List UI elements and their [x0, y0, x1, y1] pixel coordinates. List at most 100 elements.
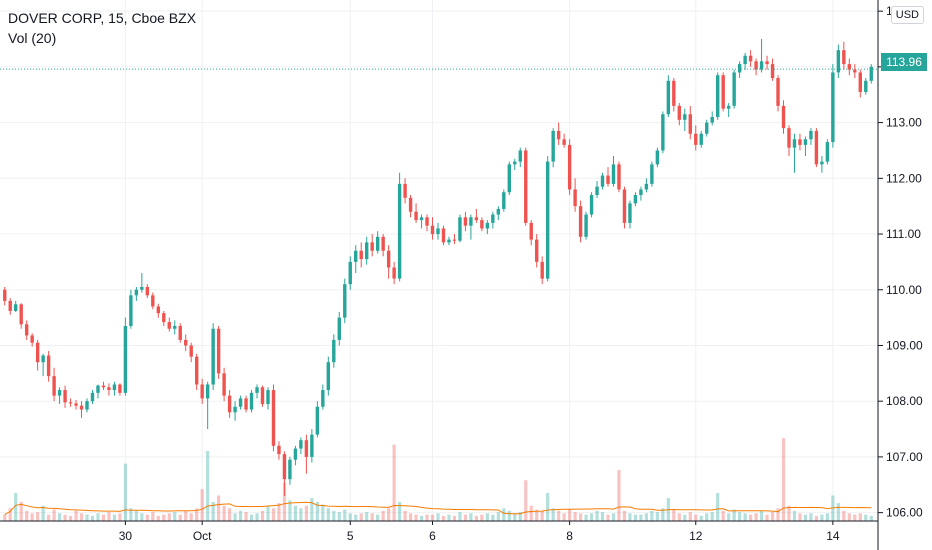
- volume-bar: [496, 512, 500, 521]
- symbol-title[interactable]: DOVER CORP, 15, Cboe BZX: [8, 10, 197, 26]
- volume-bar: [781, 438, 786, 521]
- candle-body: [24, 324, 29, 336]
- volume-bars: [3, 438, 873, 521]
- volume-bar: [809, 513, 813, 521]
- volume-bar: [770, 512, 775, 521]
- volume-bar: [814, 515, 819, 521]
- candle-body: [732, 72, 736, 106]
- volume-bar: [535, 509, 539, 521]
- candle-body: [282, 454, 287, 480]
- candle-body: [162, 313, 166, 323]
- volume-bar: [502, 508, 506, 521]
- candle-body: [200, 384, 204, 399]
- candle-body: [337, 317, 341, 340]
- volume-bar: [869, 515, 873, 521]
- candle-body: [831, 72, 835, 143]
- volume-bar: [354, 514, 358, 521]
- volume-bar: [589, 513, 594, 521]
- time-tick-label: 30: [119, 529, 133, 543]
- currency-label[interactable]: USD: [890, 6, 924, 24]
- volume-bar: [485, 513, 489, 521]
- volume-bar: [189, 513, 193, 521]
- candle-body: [666, 80, 671, 115]
- candle-body: [381, 236, 385, 251]
- candle-body: [3, 289, 7, 301]
- volume-bar: [628, 513, 632, 521]
- candle-body: [85, 401, 89, 410]
- candle-body: [463, 217, 468, 226]
- volume-bar: [57, 513, 62, 521]
- candle-body: [14, 304, 18, 311]
- volume-bar: [425, 514, 429, 521]
- candle-body: [864, 80, 868, 92]
- candle-body: [19, 304, 23, 325]
- volume-bar: [96, 513, 100, 521]
- volume-bar: [430, 514, 435, 521]
- volume-bar: [140, 513, 144, 521]
- time-tick-label: 6: [429, 529, 436, 543]
- volume-bar: [244, 512, 248, 521]
- volume-bar: [694, 514, 698, 521]
- volume-bar: [749, 514, 753, 521]
- candle-body: [540, 261, 544, 279]
- volume-bar: [710, 512, 714, 521]
- volume-bar: [787, 505, 791, 521]
- volume-bar: [184, 510, 188, 521]
- volume-bar: [359, 513, 363, 521]
- candle-body: [244, 398, 248, 410]
- volume-bar: [611, 513, 616, 521]
- time-tick-label: 5: [347, 529, 354, 543]
- time-axis[interactable]: 30 Oct 5 6 8 12 14: [119, 521, 840, 543]
- candle-body: [403, 183, 407, 198]
- volume-bar: [293, 505, 298, 521]
- candle-body: [8, 300, 12, 311]
- volume-bar: [8, 508, 12, 521]
- volume-bar: [387, 508, 391, 521]
- candle-body: [68, 402, 73, 404]
- volume-bar: [206, 450, 210, 521]
- volume-indicator-label[interactable]: Vol (20): [8, 30, 57, 46]
- candle-body: [41, 355, 45, 363]
- candle-body: [140, 286, 144, 290]
- volume-bar: [776, 508, 780, 521]
- candle-body: [310, 434, 314, 457]
- volume-bar: [727, 513, 731, 521]
- volume-bar: [639, 514, 643, 521]
- candle-body: [792, 139, 797, 148]
- volume-bar: [650, 510, 654, 521]
- volume-ma-line: [4, 501, 872, 516]
- volume-bar: [705, 513, 709, 521]
- volume-bar: [266, 505, 270, 521]
- candle-body: [419, 217, 424, 221]
- candle-body: [118, 384, 122, 393]
- candle-body: [809, 130, 813, 140]
- chart-legend: DOVER CORP, 15, Cboe BZX Vol (20): [8, 8, 196, 48]
- volume-bar: [600, 512, 605, 521]
- volume-bar: [315, 501, 319, 521]
- candle-body: [129, 295, 133, 326]
- candle-body: [52, 376, 56, 396]
- volume-bar: [584, 514, 588, 521]
- candle-body: [765, 61, 769, 65]
- candle-body: [726, 105, 731, 109]
- volume-bar: [551, 508, 555, 521]
- candle-body: [46, 355, 51, 377]
- volume-bar: [3, 514, 7, 521]
- candle-body: [326, 362, 331, 391]
- candle-body: [545, 161, 550, 279]
- volume-bar: [836, 503, 840, 521]
- candle-body: [359, 250, 363, 260]
- chart-grid: [0, 0, 878, 521]
- candle-body: [469, 217, 473, 226]
- volume-bar: [644, 513, 649, 521]
- candle-body: [524, 150, 528, 223]
- price-axis[interactable]: 115.00114.00113.00112.00111.00110.00109.…: [878, 4, 923, 520]
- candle-body: [513, 161, 517, 165]
- volume-bar: [754, 513, 758, 521]
- volume-bar: [672, 509, 676, 521]
- volume-bar: [68, 515, 73, 521]
- volume-bar: [151, 512, 155, 521]
- volume-bar: [134, 510, 138, 521]
- volume-bar: [25, 510, 29, 521]
